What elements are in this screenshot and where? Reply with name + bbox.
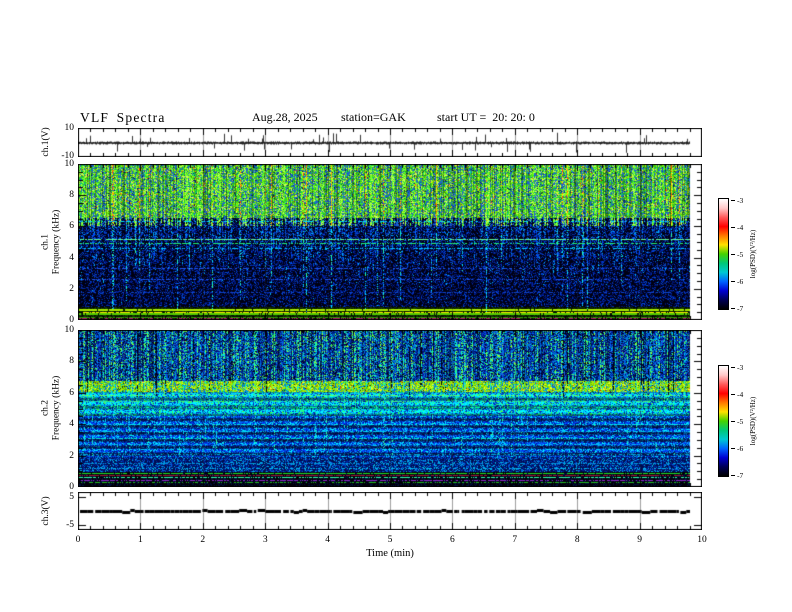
station-label: station=GAK <box>341 110 406 124</box>
ch2-spec-ytick-label: 4 <box>69 419 74 430</box>
colorbar-tick <box>731 254 735 255</box>
ch2-spec-ytick-label: 0 <box>69 482 74 492</box>
x-tick-label: 0 <box>75 535 81 545</box>
colorbar-tick <box>731 367 735 368</box>
ch2-axis-channel: ch.2 <box>40 399 51 417</box>
colorbar-ch2 <box>718 365 729 477</box>
ch1-spec-ytick-label: 0 <box>69 315 74 325</box>
colorbar-tick <box>731 394 735 395</box>
colorbar-tick <box>731 281 735 282</box>
ch1-spectrogram-panel <box>78 164 702 320</box>
ch3-wave-ytick-label: -5 <box>66 520 74 530</box>
ch1-spec-ytick-label: 6 <box>69 221 74 232</box>
x-tick-label: 8 <box>574 535 580 545</box>
ch2-axis-units: Frequency (kHz) <box>51 375 61 441</box>
colorbar-tick <box>731 448 735 449</box>
x-tick-label: 6 <box>450 535 455 545</box>
ch1-axis-channel: ch.1 <box>40 233 51 251</box>
x-tick-label: 10 <box>697 535 707 545</box>
x-tick-label: 3 <box>262 535 268 545</box>
colorbar-tick <box>731 475 735 476</box>
ch2-spec-ytick-label: 2 <box>69 450 74 461</box>
ch1-waveform-panel <box>78 128 702 157</box>
colorbar-ch2-label: log(PSD)(V²/Hz) <box>749 396 757 446</box>
start-ut-label: start UT = 20: 20: 0 <box>437 110 535 124</box>
colorbar-ch1-label: log(PSD)(V²/Hz) <box>749 229 757 279</box>
ch2-spectrogram-panel <box>78 330 702 487</box>
ch1-wave-ytick-label: -10 <box>61 151 74 161</box>
x-tick-label: 2 <box>200 535 206 545</box>
colorbar-tick <box>731 421 735 422</box>
figure-title: VLF Spectra <box>80 110 166 125</box>
colorbar-ch1 <box>718 198 729 310</box>
ch1-spec-ytick-label: 2 <box>69 283 74 294</box>
colorbar-tick <box>731 308 735 309</box>
colorbar-tick-label: -7 <box>737 471 744 480</box>
time-axis-label: Time (min) <box>366 548 414 559</box>
colorbar-tick <box>731 227 735 228</box>
colorbar-tick-label: -3 <box>737 363 744 372</box>
ch2-spec-ytick-label: 6 <box>69 387 74 398</box>
ch1-wave-ytick-label: 10 <box>64 123 75 133</box>
x-tick-label: 1 <box>138 535 143 545</box>
ch2-spec-ytick-label: 10 <box>64 325 75 335</box>
date-label: Aug.28, 2025 <box>252 110 318 124</box>
x-tick-label: 4 <box>325 535 330 545</box>
ch1-spec-ytick-label: 8 <box>69 190 74 201</box>
ch2-frequency-axis-label: ch.2 Frequency (kHz) <box>41 376 62 441</box>
ch3-wave-ytick-label: 5 <box>69 492 74 502</box>
colorbar-tick-label: -7 <box>737 304 744 313</box>
ch1-spec-ytick-label: 10 <box>64 159 75 169</box>
ch3-waveform-panel <box>78 492 702 530</box>
x-tick-label: 5 <box>387 535 393 545</box>
colorbar-tick-label: -5 <box>737 417 744 426</box>
colorbar-tick-label: -4 <box>737 223 744 232</box>
ch1-spec-ytick-label: 4 <box>69 252 74 263</box>
colorbar-tick-label: -6 <box>737 444 744 453</box>
colorbar-tick <box>731 200 735 201</box>
x-tick-label: 7 <box>512 535 518 545</box>
ch1-axis-units: Frequency (kHz) <box>51 209 61 275</box>
ch2-spec-ytick-label: 8 <box>69 356 74 367</box>
colorbar-tick-label: -3 <box>737 196 744 205</box>
colorbar-tick-label: -4 <box>737 390 744 399</box>
ch1-frequency-axis-label: ch.1 Frequency (kHz) <box>41 210 62 275</box>
colorbar-tick-label: -6 <box>737 277 744 286</box>
x-tick-label: 9 <box>637 535 642 545</box>
colorbar-tick-label: -5 <box>737 250 744 259</box>
